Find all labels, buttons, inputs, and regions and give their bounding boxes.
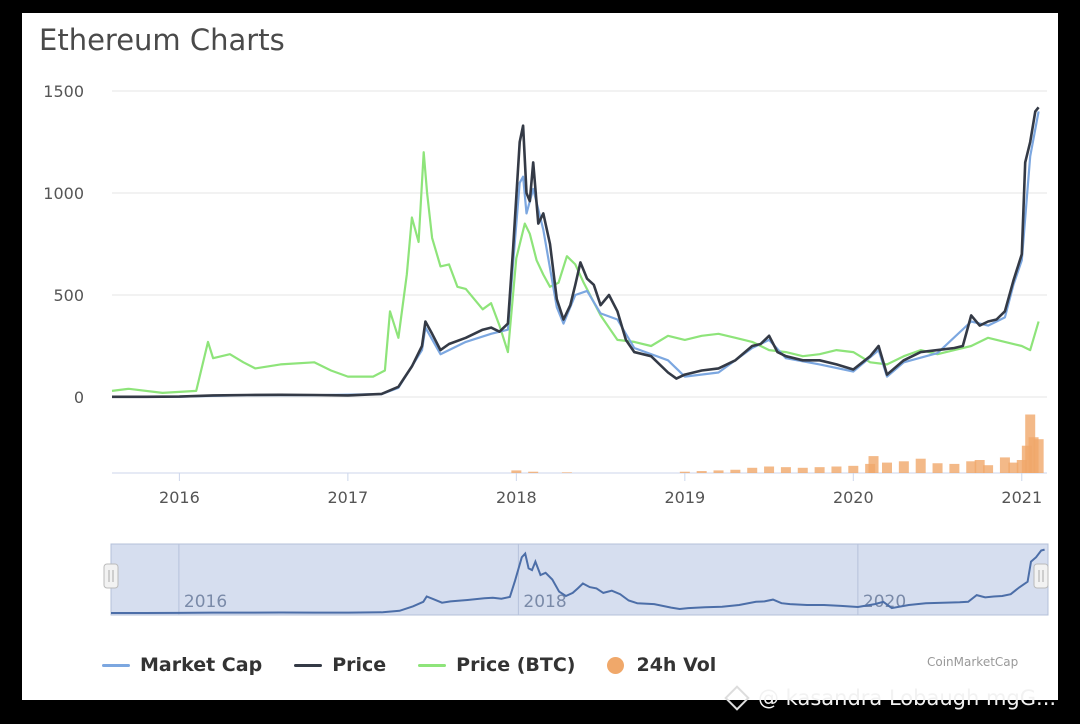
navigator-series: [111, 548, 1045, 614]
ethereum-chart[interactable]: 0 500 1000 1500 2016 2017 2018 2019 2020 2021 20…: [22, 13, 1058, 700]
volume-bar: [949, 463, 960, 473]
series-lines[interactable]: [111, 106, 1040, 399]
gridlines: [112, 90, 1047, 398]
watermark: @ kasandra Lobaugh mgG...: [724, 685, 1057, 711]
watermark-text: @ kasandra Lobaugh mgG...: [758, 686, 1057, 710]
volume-bar: [764, 466, 775, 473]
volume-bar: [679, 471, 690, 473]
y-tick-label: 0: [74, 388, 84, 407]
volume-bar: [974, 460, 985, 473]
y-tick-label: 1500: [43, 82, 84, 101]
x-tick-label: 2016: [159, 488, 200, 507]
chart-title: Ethereum Charts: [39, 23, 285, 57]
legend: Market Cap Price Price (BTC) 24h Vol: [102, 653, 748, 677]
volume-bar: [1028, 437, 1039, 473]
navigator[interactable]: 2016 2018 2020: [103, 543, 1049, 616]
chart-panel: Ethereum Charts 0 500 1000 1500 2016 2017 201…: [22, 13, 1058, 700]
legend-label-24h-vol: 24h Vol: [636, 654, 717, 676]
volume-bar: [1008, 462, 1019, 473]
legend-label-price-btc: Price (BTC): [456, 654, 576, 676]
volume-bar: [882, 462, 892, 473]
x-tick-label: 2021: [1001, 488, 1042, 507]
series-line-market-cap[interactable]: [111, 111, 1040, 398]
volume-bar: [915, 458, 926, 473]
volume-bar: [848, 465, 859, 473]
legend-label-market-cap: Market Cap: [140, 654, 263, 676]
navigator-right-handle[interactable]: [1033, 563, 1049, 589]
x-tick-label: 2017: [328, 488, 369, 507]
volume-bar: [747, 467, 758, 473]
legend-item-market-cap[interactable]: Market Cap: [102, 654, 262, 676]
legend-item-24h-vol[interactable]: 24h Vol: [607, 654, 716, 676]
y-axis-ticks: 0 500 1000 1500: [43, 82, 84, 407]
volume-bar: [898, 461, 909, 473]
series-line-price-btc[interactable]: [111, 151, 1040, 394]
y-tick-label: 500: [53, 286, 84, 305]
volume-bar: [983, 465, 994, 473]
volume-bars: [511, 414, 1044, 473]
navigator-tick-label: 2018: [523, 592, 566, 612]
navigator-range-mask[interactable]: [110, 543, 1049, 616]
legend-marker-price-btc: [418, 663, 447, 667]
legend-label-price: Price: [332, 654, 387, 676]
volume-bar: [511, 470, 522, 473]
volume-bar: [1033, 439, 1044, 473]
navigator-ticks: 2016 2018 2020: [178, 544, 906, 615]
legend-item-price-btc[interactable]: Price (BTC): [418, 654, 575, 676]
volume-bar: [730, 469, 741, 473]
volume-bar: [999, 457, 1010, 473]
y-tick-label: 1000: [43, 184, 84, 203]
legend-marker-market-cap: [102, 663, 130, 667]
volume-bar: [696, 471, 707, 473]
volume-bar: [713, 470, 724, 473]
volume-bar: [966, 461, 977, 473]
credit-link[interactable]: CoinMarketCap: [927, 655, 1019, 669]
volume-bar: [528, 471, 539, 473]
volume-bar: [932, 463, 943, 473]
x-tick-label: 2019: [664, 488, 705, 507]
series-line-price[interactable]: [112, 106, 1040, 399]
legend-marker-24h-vol: [607, 656, 625, 674]
volume-bar: [780, 467, 791, 473]
volume-bar: [561, 472, 572, 473]
x-axis-ticks: 2016 2017 2018 2019 2020 2021: [159, 473, 1042, 507]
volume-bar: [797, 467, 808, 473]
legend-item-price[interactable]: Price: [294, 654, 386, 676]
navigator-left-handle[interactable]: [103, 563, 119, 589]
x-tick-label: 2020: [833, 488, 874, 507]
volume-bar: [868, 456, 879, 473]
x-tick-label: 2018: [496, 488, 537, 507]
diamond-icon: [724, 685, 750, 711]
volume-bar: [1016, 460, 1027, 473]
legend-marker-price: [294, 663, 323, 667]
volume-bar: [814, 467, 825, 473]
navigator-tick-label: 2016: [184, 592, 227, 612]
volume-bar: [831, 466, 842, 473]
